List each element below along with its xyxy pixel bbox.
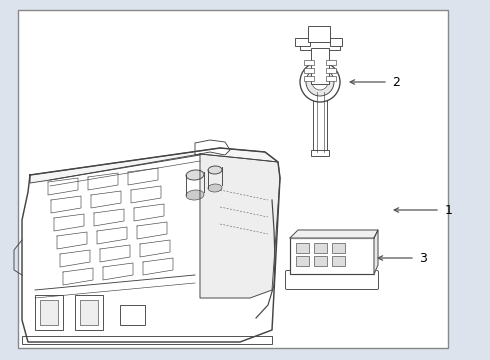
Bar [326, 68, 336, 73]
Bar [80, 300, 98, 325]
Polygon shape [54, 214, 84, 231]
Polygon shape [88, 173, 118, 190]
Bar [40, 300, 58, 325]
Polygon shape [97, 227, 127, 244]
Bar [300, 40, 340, 50]
Bar [296, 243, 309, 253]
Bar [332, 256, 345, 266]
Polygon shape [57, 232, 87, 249]
Polygon shape [60, 250, 90, 267]
Polygon shape [91, 191, 121, 208]
Circle shape [312, 74, 328, 90]
Bar [311, 48, 329, 84]
Bar [35, 295, 63, 330]
Ellipse shape [186, 170, 204, 180]
Bar [311, 150, 329, 156]
Text: 2: 2 [392, 76, 400, 89]
Ellipse shape [208, 166, 222, 174]
Polygon shape [103, 263, 133, 280]
Polygon shape [137, 222, 167, 239]
Polygon shape [143, 258, 173, 275]
Polygon shape [134, 204, 164, 221]
Circle shape [306, 68, 334, 96]
Text: 3: 3 [419, 252, 427, 265]
Bar [330, 38, 342, 46]
Bar [326, 76, 336, 81]
Bar [295, 38, 310, 46]
Polygon shape [48, 178, 78, 195]
Bar [304, 60, 314, 65]
Ellipse shape [186, 190, 204, 200]
Polygon shape [374, 230, 378, 274]
Bar [326, 60, 336, 65]
Polygon shape [140, 240, 170, 257]
Polygon shape [128, 168, 158, 185]
Bar [314, 243, 327, 253]
Polygon shape [131, 186, 161, 203]
Bar [308, 26, 330, 42]
Polygon shape [290, 230, 378, 238]
Polygon shape [30, 148, 278, 183]
Bar [332, 243, 345, 253]
Polygon shape [195, 140, 230, 155]
Polygon shape [63, 268, 93, 285]
Polygon shape [51, 196, 81, 213]
Bar [22, 336, 272, 344]
Bar [120, 305, 145, 325]
Bar [290, 238, 374, 274]
Bar [314, 256, 327, 266]
Polygon shape [94, 209, 124, 226]
Polygon shape [22, 148, 280, 342]
Polygon shape [200, 154, 280, 298]
Bar [313, 90, 327, 155]
Bar [304, 68, 314, 73]
Circle shape [300, 62, 340, 102]
Bar [75, 295, 103, 330]
Bar [304, 76, 314, 81]
FancyBboxPatch shape [286, 270, 378, 289]
Ellipse shape [208, 184, 222, 192]
Bar [296, 256, 309, 266]
Bar [18, 10, 448, 348]
Text: 1: 1 [445, 203, 453, 216]
Polygon shape [100, 245, 130, 262]
